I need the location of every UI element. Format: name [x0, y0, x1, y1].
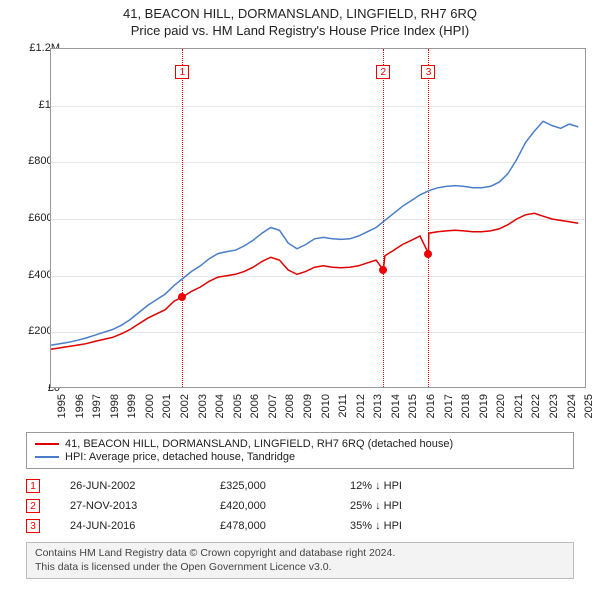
x-tick-label: 2003	[197, 394, 209, 434]
x-tick-label: 2017	[443, 394, 455, 434]
x-tick-label: 2019	[478, 394, 490, 434]
chart-subtitle: Price paid vs. HM Land Registry's House …	[0, 23, 600, 38]
legend-swatch	[35, 443, 59, 445]
legend-swatch	[35, 456, 59, 458]
transaction-price: £420,000	[220, 500, 350, 512]
line-plot	[51, 49, 587, 389]
transaction-price: £478,000	[220, 520, 350, 532]
x-tick-label: 2008	[284, 394, 296, 434]
x-tick-label: 2001	[161, 394, 173, 434]
x-tick-label: 2006	[249, 394, 261, 434]
x-tick-label: 1998	[109, 394, 121, 434]
series-property	[51, 213, 578, 349]
x-tick-label: 2025	[583, 394, 595, 434]
legend-item-hpi: HPI: Average price, detached house, Tand…	[35, 451, 565, 463]
x-tick-label: 2012	[355, 394, 367, 434]
transactions-table: 1 26-JUN-2002£325,00012% ↓ HPI 2 27-NOV-201…	[26, 476, 574, 536]
plot-area: 1 2 3	[50, 48, 586, 388]
x-tick-label: 2007	[267, 394, 279, 434]
x-tick-label: 2000	[144, 394, 156, 434]
x-tick-label: 2010	[320, 394, 332, 434]
series-hpi	[51, 121, 578, 345]
x-tick-label: 1995	[56, 394, 68, 434]
footer-line: Contains HM Land Registry data © Crown c…	[35, 547, 565, 561]
x-tick-label: 2018	[460, 394, 472, 434]
transaction-row: 1 26-JUN-2002£325,00012% ↓ HPI	[26, 476, 574, 496]
x-tick-label: 2022	[530, 394, 542, 434]
x-tick-label: 2011	[337, 394, 349, 434]
x-tick-label: 2004	[214, 394, 226, 434]
legend-label: 41, BEACON HILL, DORMANSLAND, LINGFIELD,…	[65, 438, 453, 450]
transaction-delta: 25% ↓ HPI	[350, 500, 450, 512]
event-marker: 2	[376, 65, 390, 79]
transaction-row: 3 24-JUN-2016£478,00035% ↓ HPI	[26, 516, 574, 536]
x-tick-label: 2002	[179, 394, 191, 434]
x-tick-label: 2021	[513, 394, 525, 434]
transaction-row: 2 27-NOV-2013£420,00025% ↓ HPI	[26, 496, 574, 516]
footer-attribution: Contains HM Land Registry data © Crown c…	[26, 542, 574, 579]
event-marker: 1	[175, 65, 189, 79]
x-tick-label: 2005	[232, 394, 244, 434]
title-block: 41, BEACON HILL, DORMANSLAND, LINGFIELD,…	[0, 0, 600, 38]
x-tick-label: 1996	[74, 394, 86, 434]
x-tick-label: 2015	[407, 394, 419, 434]
event-marker: 3	[421, 65, 435, 79]
x-tick-label: 1999	[126, 394, 138, 434]
transaction-price: £325,000	[220, 480, 350, 492]
x-tick-label: 2014	[390, 394, 402, 434]
transaction-date: 24-JUN-2016	[70, 520, 220, 532]
transaction-delta: 35% ↓ HPI	[350, 520, 450, 532]
event-marker: 1	[26, 479, 40, 493]
x-tick-label: 2024	[566, 394, 578, 434]
event-dot	[178, 293, 186, 301]
transaction-date: 27-NOV-2013	[70, 500, 220, 512]
x-tick-label: 2016	[425, 394, 437, 434]
transaction-delta: 12% ↓ HPI	[350, 480, 450, 492]
event-dot	[424, 250, 432, 258]
legend-label: HPI: Average price, detached house, Tand…	[65, 451, 295, 463]
event-marker: 2	[26, 499, 40, 513]
x-tick-label: 2023	[548, 394, 560, 434]
event-marker: 3	[26, 519, 40, 533]
chart-title: 41, BEACON HILL, DORMANSLAND, LINGFIELD,…	[0, 6, 600, 21]
transaction-date: 26-JUN-2002	[70, 480, 220, 492]
x-tick-label: 1997	[91, 394, 103, 434]
x-tick-label: 2009	[302, 394, 314, 434]
x-tick-label: 2020	[495, 394, 507, 434]
footer-line: This data is licensed under the Open Gov…	[35, 561, 565, 575]
event-dot	[379, 266, 387, 274]
chart-container: 41, BEACON HILL, DORMANSLAND, LINGFIELD,…	[0, 0, 600, 590]
legend-item-property: 41, BEACON HILL, DORMANSLAND, LINGFIELD,…	[35, 438, 565, 450]
x-tick-label: 2013	[372, 394, 384, 434]
legend: 41, BEACON HILL, DORMANSLAND, LINGFIELD,…	[26, 432, 574, 469]
